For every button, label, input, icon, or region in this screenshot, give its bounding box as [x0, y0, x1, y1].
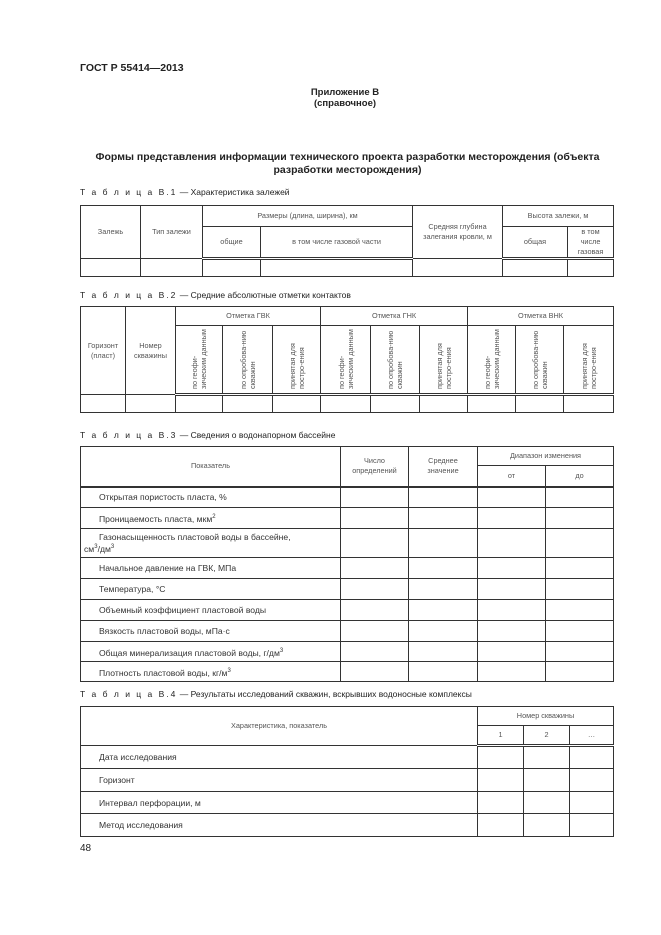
table-b2: Горизонт (пласт) Номер скважины Отметка ГВ… — [80, 306, 615, 413]
table-row: Температура, °С — [80, 578, 614, 600]
table-row: Интервал перфорации, м — [80, 791, 615, 814]
table-row: Газонасыщенность пластовой воды в бассей… — [80, 528, 614, 558]
table-row: Проницаемость пласта, мкм2 — [80, 507, 614, 529]
table-b4: Характеристика, показатель Номер скважины… — [80, 706, 615, 837]
table-b4-caption: Т а б л и ц а В.4 — Результаты исследова… — [80, 689, 472, 699]
table-row: Метод исследования — [80, 813, 615, 837]
table-b3-caption: Т а б л и ц а В.3 — Сведения о водонапор… — [80, 430, 336, 440]
table-row — [80, 394, 615, 413]
table-row: Вязкость пластовой воды, мПа·с — [80, 620, 614, 642]
table-row: Начальное давление на ГВК, МПа — [80, 557, 614, 579]
table-b1: Залежь Тип залежи Размеры (длина, ширина),… — [80, 205, 615, 277]
table-row: Плотность пластовой воды, кг/м3 — [80, 661, 614, 682]
appendix-title: Приложение В — [310, 87, 380, 98]
table-row: Объемный коэффициент пластовой воды — [80, 599, 614, 621]
table-b2-caption: Т а б л и ц а В.2 — Средние абсолютные о… — [80, 290, 351, 300]
table-row: Общая минерализация пластовой воды, г/дм… — [80, 641, 614, 662]
table-b3: Показатель Число определений Среднее значе… — [80, 446, 614, 682]
document-header: ГОСТ Р 55414—2013 — [80, 62, 184, 74]
table-row: Открытая пористость пласта, % — [80, 486, 614, 508]
table-row: Горизонт — [80, 768, 615, 792]
section-title: Формы представления информации техническ… — [95, 151, 600, 176]
table-row: Дата исследования — [80, 745, 615, 769]
appendix-note: (справочное) — [313, 98, 377, 109]
table-b1-caption: Т а б л и ц а В.1 — Характеристика залеж… — [80, 187, 290, 197]
page-number: 48 — [80, 843, 92, 854]
table-row — [80, 258, 615, 277]
